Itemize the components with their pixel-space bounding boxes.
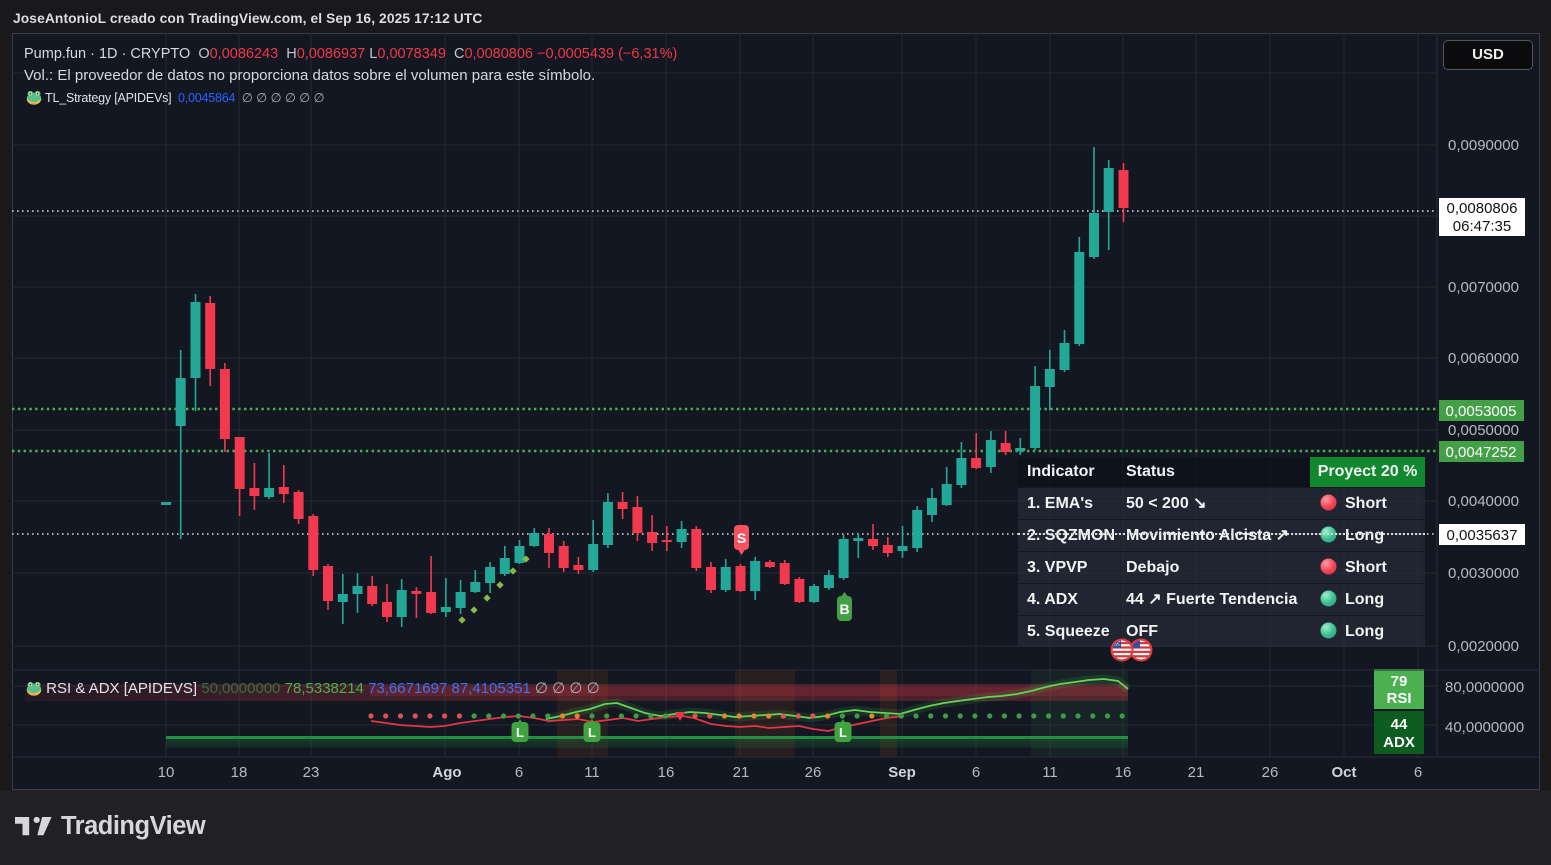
svg-text:16: 16 (658, 764, 675, 781)
svg-text:B: B (839, 601, 849, 617)
svg-text:6: 6 (515, 764, 523, 781)
svg-text:0,0030000: 0,0030000 (1448, 565, 1519, 582)
svg-text:21: 21 (1188, 764, 1205, 781)
svg-text:0,0035637: 0,0035637 (1447, 527, 1518, 544)
svg-text:0,0020000: 0,0020000 (1448, 638, 1519, 655)
svg-text:11: 11 (1042, 764, 1058, 781)
svg-text:0,0060000: 0,0060000 (1448, 350, 1519, 367)
svg-text:80,0000000: 80,0000000 (1445, 679, 1524, 696)
svg-text:L: L (588, 725, 596, 740)
svg-text:10: 10 (158, 764, 175, 781)
svg-text:0,0047252: 0,0047252 (1446, 444, 1517, 461)
svg-text:26: 26 (1262, 764, 1279, 781)
svg-text:26: 26 (805, 764, 822, 781)
svg-text:6: 6 (972, 764, 980, 781)
svg-text:S: S (737, 530, 746, 546)
svg-text:0,0070000: 0,0070000 (1448, 279, 1519, 296)
svg-text:40,0000000: 40,0000000 (1445, 719, 1524, 736)
svg-text:16: 16 (1115, 764, 1132, 781)
svg-text:0,0053005: 0,0053005 (1446, 403, 1517, 420)
svg-text:23: 23 (303, 764, 320, 781)
svg-text:0,0050000: 0,0050000 (1448, 422, 1519, 439)
svg-text:06:47:35: 06:47:35 (1453, 218, 1511, 235)
svg-text:0,0080806: 0,0080806 (1447, 200, 1518, 217)
svg-text:Sep: Sep (888, 764, 916, 781)
svg-text:Ago: Ago (432, 764, 461, 781)
svg-text:6: 6 (1414, 764, 1422, 781)
svg-text:44: 44 (1391, 716, 1408, 733)
svg-text:RSI: RSI (1386, 690, 1411, 707)
svg-text:L: L (516, 725, 524, 740)
svg-text:79: 79 (1391, 673, 1408, 690)
svg-text:0,0090000: 0,0090000 (1448, 137, 1519, 154)
svg-text:11: 11 (584, 764, 600, 781)
svg-text:0,0040000: 0,0040000 (1448, 493, 1519, 510)
svg-text:21: 21 (733, 764, 750, 781)
svg-text:Oct: Oct (1331, 764, 1356, 781)
svg-text:ADX: ADX (1383, 734, 1415, 751)
svg-text:L: L (839, 725, 847, 740)
svg-text:18: 18 (231, 764, 248, 781)
